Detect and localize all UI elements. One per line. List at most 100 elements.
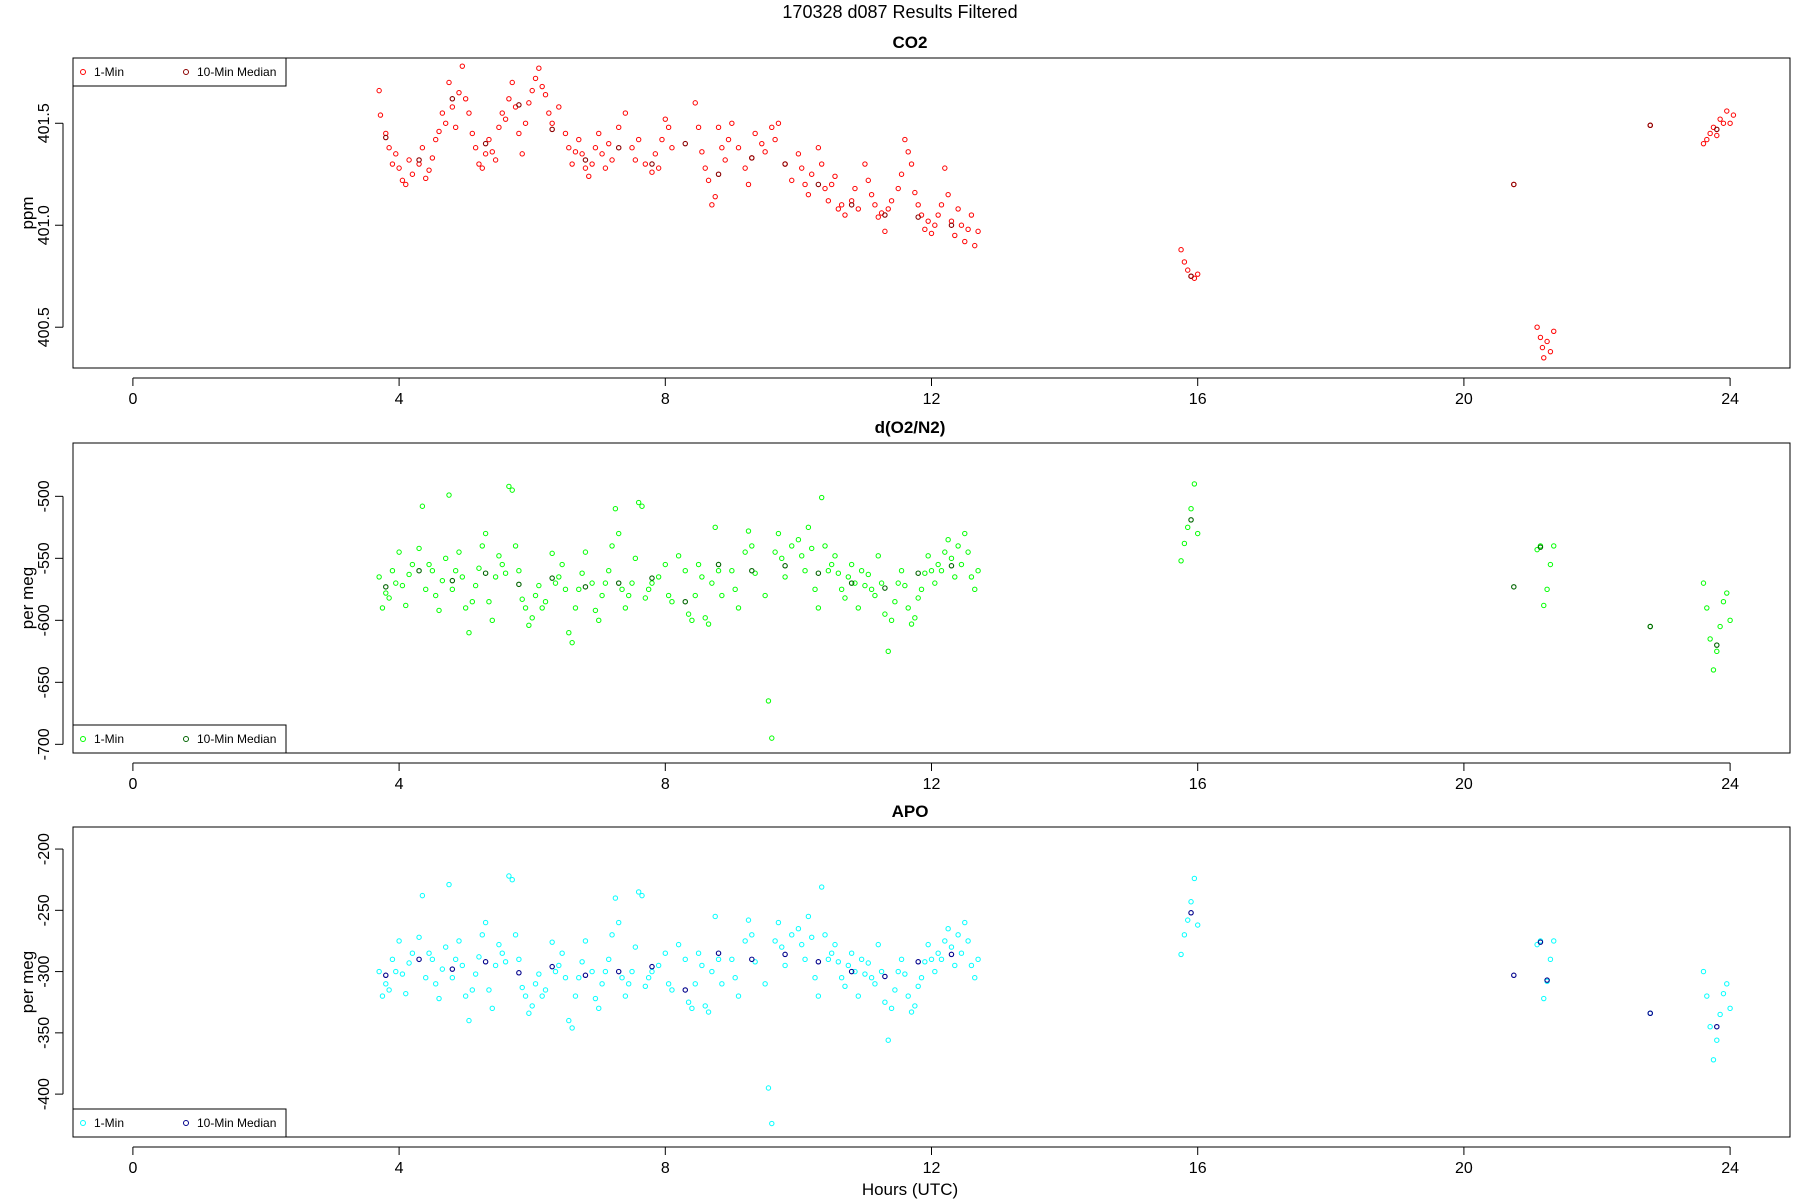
apo-1min-point bbox=[1178, 951, 1184, 958]
o2n2-1min-point bbox=[882, 611, 888, 617]
apo-1min-point bbox=[582, 938, 589, 944]
apo-median-point bbox=[782, 951, 788, 958]
o2n2-ylabel: per meg bbox=[18, 567, 37, 629]
apo-1min-point bbox=[782, 962, 788, 969]
o2n2-1min-point bbox=[908, 621, 915, 627]
o2n2-1min-point bbox=[449, 586, 456, 593]
co2-1min-point bbox=[462, 96, 469, 102]
o2n2-1min-point bbox=[855, 605, 861, 611]
o2n2-1min-point bbox=[935, 561, 941, 568]
co2-1min-point bbox=[1544, 338, 1550, 345]
apo-1min-point bbox=[732, 975, 738, 981]
o2n2-median-point bbox=[1511, 584, 1517, 590]
o2n2-1min-point bbox=[809, 545, 815, 552]
apo-1min-point bbox=[446, 881, 452, 888]
co2-median-point bbox=[749, 155, 755, 161]
o2n2-1min-point bbox=[932, 580, 938, 586]
o2n2-1min-point bbox=[376, 574, 382, 580]
o2n2-1min-point bbox=[1707, 636, 1713, 642]
apo-1min-point bbox=[962, 919, 968, 926]
co2-legend-1min-marker bbox=[80, 69, 86, 75]
o2n2-median-point bbox=[882, 585, 888, 591]
co2-1min-point bbox=[742, 165, 748, 171]
co2-x-tick-label: 0 bbox=[128, 391, 137, 408]
apo-1min-point bbox=[905, 993, 911, 999]
co2-1min-point bbox=[885, 206, 891, 212]
co2-1min-point bbox=[1551, 328, 1557, 334]
o2n2-1min-point bbox=[1717, 623, 1723, 630]
co2-1min-point bbox=[952, 232, 958, 239]
apo-1min-point bbox=[1191, 875, 1198, 882]
o2n2-1min-point bbox=[749, 543, 755, 549]
o2n2-median-point bbox=[682, 598, 689, 605]
apo-1min-point bbox=[1195, 922, 1201, 928]
o2n2-1min-point bbox=[1727, 617, 1733, 624]
co2-1min-point bbox=[912, 189, 918, 196]
co2-1min-point bbox=[576, 136, 582, 143]
o2n2-1min-point bbox=[616, 530, 622, 537]
o2n2-1min-point bbox=[472, 582, 479, 589]
o2n2-x-tick-label: 20 bbox=[1455, 776, 1473, 793]
co2-1min-point bbox=[875, 214, 881, 220]
o2n2-1min-point bbox=[852, 580, 858, 586]
apo-1min-point bbox=[459, 962, 466, 969]
o2n2-1min-point bbox=[845, 574, 852, 580]
co2-1min-point bbox=[599, 151, 605, 157]
apo-1min-point bbox=[625, 981, 632, 987]
apo-1min-point bbox=[516, 956, 522, 963]
apo-1min-point bbox=[769, 1120, 775, 1127]
apo-1min-point bbox=[815, 993, 822, 999]
apo-1min-point bbox=[772, 938, 778, 944]
co2-1min-point bbox=[1534, 324, 1540, 330]
apo-x-tick-label: 12 bbox=[923, 1160, 941, 1177]
apo-1min-point bbox=[789, 932, 795, 938]
co2-1min-point bbox=[745, 181, 752, 188]
apo-median-point bbox=[682, 987, 689, 993]
co2-1min-point bbox=[669, 145, 675, 151]
co2-1min-point bbox=[629, 145, 635, 151]
o2n2-legend-box bbox=[72, 724, 287, 754]
o2n2-1min-point bbox=[419, 503, 426, 509]
apo-1min-point bbox=[915, 983, 921, 989]
co2-1min-point bbox=[419, 145, 426, 151]
apo-1min-point bbox=[812, 975, 818, 981]
apo-1min-point bbox=[1181, 932, 1188, 938]
apo-1min-point bbox=[472, 971, 479, 977]
co2-1min-point bbox=[536, 65, 542, 71]
apo-1min-point bbox=[695, 950, 702, 956]
apo-1min-point bbox=[486, 987, 492, 993]
co2-1min-point bbox=[838, 202, 845, 208]
co2-1min-point bbox=[715, 124, 722, 131]
o2n2-1min-point bbox=[1191, 481, 1198, 487]
co2-median-point bbox=[383, 134, 389, 141]
co2-1min-point bbox=[1547, 348, 1554, 355]
apo-1min-point bbox=[1188, 899, 1194, 905]
o2n2-1min-point bbox=[456, 549, 462, 555]
apo-1min-point bbox=[1541, 995, 1547, 1002]
o2n2-median-point bbox=[1647, 623, 1653, 630]
o2n2-1min-point bbox=[589, 580, 595, 586]
o2n2-1min-point bbox=[772, 549, 778, 555]
co2-1min-point bbox=[872, 202, 878, 208]
apo-1min-point bbox=[779, 944, 785, 950]
apo-1min-point bbox=[699, 962, 705, 969]
co2-1min-point bbox=[842, 212, 848, 218]
o2n2-1min-point bbox=[602, 580, 609, 586]
o2n2-1min-point bbox=[466, 630, 472, 636]
o2n2-median-point bbox=[549, 575, 555, 581]
co2-1min-point bbox=[652, 151, 659, 157]
o2n2-1min-point bbox=[532, 592, 539, 599]
co2-1min-point bbox=[519, 151, 525, 157]
o2n2-1min-point bbox=[1724, 590, 1730, 596]
apo-median-point bbox=[516, 970, 522, 976]
o2n2-1min-point bbox=[962, 530, 968, 537]
co2-1min-point bbox=[449, 104, 456, 110]
o2n2-1min-point bbox=[769, 735, 775, 741]
apo-1min-point bbox=[1724, 981, 1730, 987]
o2n2-1min-point bbox=[925, 553, 931, 559]
apo-1min-point bbox=[522, 993, 529, 999]
co2-1min-point bbox=[722, 157, 728, 163]
o2n2-1min-point bbox=[822, 543, 828, 549]
apo-1min-point bbox=[715, 956, 722, 963]
apo-1min-point bbox=[539, 993, 545, 999]
